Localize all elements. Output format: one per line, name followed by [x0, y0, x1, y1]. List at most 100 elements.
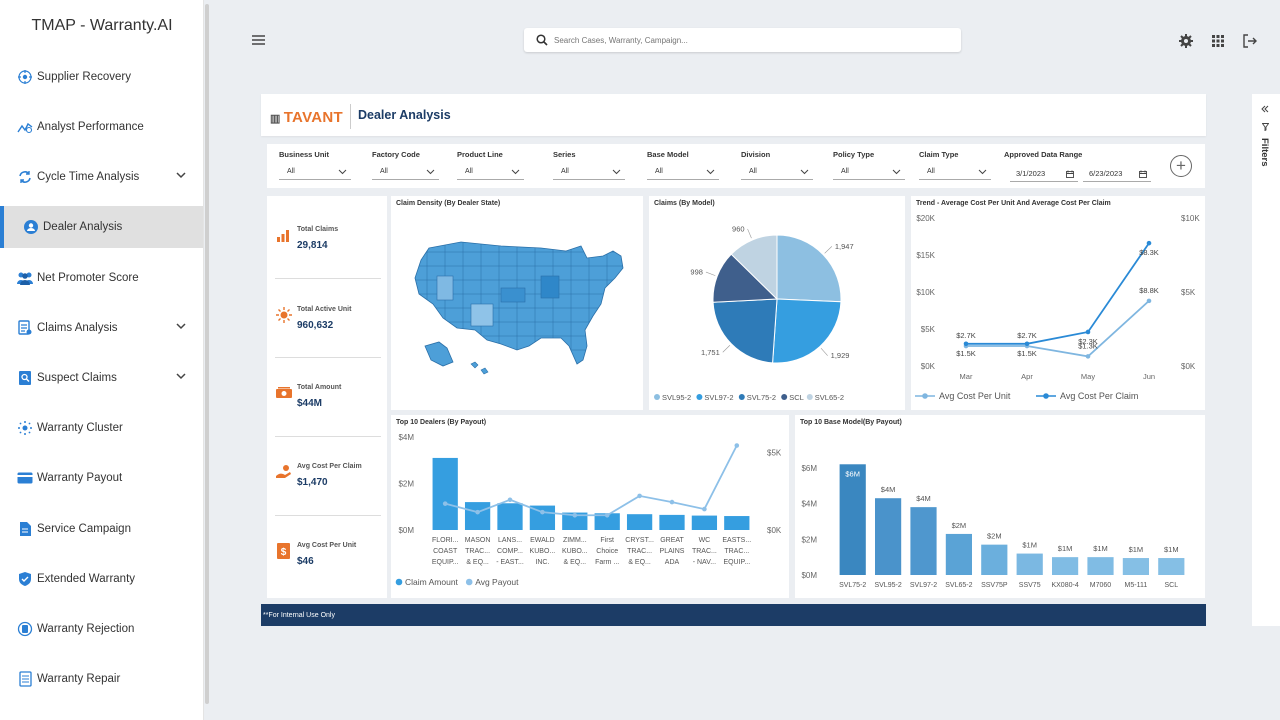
x-tick-label: & EQ... — [628, 559, 651, 566]
x-tick-label: INC. — [535, 559, 549, 566]
calendar-icon — [1139, 170, 1147, 178]
logout-icon[interactable] — [1242, 33, 1258, 49]
filter-product-line[interactable]: Product Line All — [457, 150, 524, 180]
sidebar-item-claims-analysis[interactable]: Claims Analysis — [0, 307, 203, 349]
sidebar-item-label: Service Campaign — [37, 523, 131, 535]
dealers-combo-chart[interactable]: $4M $2M $0M $5K $0K FLORI... COAST EQUIP... MASO… — [391, 415, 789, 598]
repair-doc-icon — [16, 670, 34, 688]
sidebar-item-warranty-payout[interactable]: Warranty Payout — [0, 457, 203, 499]
chevron-down-icon — [978, 169, 987, 174]
x-tick-label: - EAST... — [496, 559, 524, 566]
sidebar-item-extended-warranty[interactable]: Extended Warranty — [0, 558, 203, 600]
sidebar-item-label: Analyst Performance — [37, 121, 144, 133]
claims-pie-chart[interactable]: 1,947 1,929 1,751 998 960 SVL95-2 SVL97-2 SVL75… — [649, 196, 905, 410]
filter-claim-type[interactable]: Claim Type All — [919, 150, 991, 180]
x-tick-label: CRYST... — [625, 537, 654, 544]
chevron-down-icon[interactable] — [175, 169, 187, 181]
x-tick-label: TRAC... — [692, 548, 717, 555]
legend-label: SVL65-2 — [815, 393, 844, 402]
sidebar-item-analyst-performance[interactable]: Analyst Performance — [0, 106, 203, 148]
data-label: $1M — [1022, 541, 1037, 550]
trend-line-chart[interactable]: $20K $15K $10K $5K $0K $10K $5K $0K Mar Apr May Jun… — [911, 196, 1205, 410]
search-bar[interactable] — [524, 28, 961, 52]
sidebar-item-label: Cycle Time Analysis — [37, 171, 140, 183]
sidebar-item-cycle-time-analysis[interactable]: Cycle Time Analysis — [0, 156, 203, 198]
filters-pane[interactable]: Filters — [1252, 94, 1280, 626]
chevron-down-icon[interactable] — [175, 320, 187, 332]
bar — [875, 498, 902, 575]
report-canvas: ▥ TAVANT Dealer Analysis Business Unit All… — [261, 94, 1206, 626]
chevron-down-icon — [706, 169, 715, 174]
x-tick-label: LANS... — [498, 537, 522, 544]
bar — [1016, 553, 1043, 575]
us-choropleth-map[interactable] — [391, 196, 643, 410]
sidebar-item-supplier-recovery[interactable]: Supplier Recovery — [0, 56, 203, 98]
sidebar-item-service-campaign[interactable]: Service Campaign — [0, 508, 203, 550]
date-from-input[interactable]: 3/1/2023 — [1010, 166, 1078, 182]
x-tick-label: KX080-4 — [1051, 582, 1078, 589]
filter-factory-code[interactable]: Factory Code All — [372, 150, 439, 180]
pie-data-label: 960 — [732, 224, 745, 233]
sidebar-item-dealer-analysis[interactable]: Dealer Analysis — [0, 206, 203, 248]
document-dollar-icon: $ — [277, 543, 290, 559]
legend-label: Avg Cost Per Claim — [1060, 391, 1138, 401]
filter-policy-type[interactable]: Policy Type All — [833, 150, 905, 180]
y-tick-label-right: $5K — [1181, 288, 1196, 297]
filter-division[interactable]: Division All — [741, 150, 813, 180]
bar — [1052, 557, 1079, 575]
sidebar-item-label: Net Promoter Score — [37, 272, 139, 284]
filters-pane-label: Filters — [1259, 138, 1270, 167]
filter-base-model[interactable]: Base Model All — [647, 150, 719, 180]
sidebar-item-warranty-cluster[interactable]: Warranty Cluster — [0, 407, 203, 449]
settings-gear-icon[interactable] — [1178, 33, 1194, 49]
bar — [1087, 557, 1114, 575]
sidebar-item-suspect-claims[interactable]: Suspect Claims — [0, 357, 203, 399]
dealer-icon — [22, 218, 40, 236]
y-tick-label-left: $2M — [398, 480, 414, 489]
legend-marker — [395, 578, 403, 586]
collapse-chevrons-icon[interactable] — [1261, 105, 1269, 113]
sidebar-item-label: Claims Analysis — [37, 322, 118, 334]
filter-business-unit[interactable]: Business Unit All — [279, 150, 351, 180]
sidebar-item-warranty-rejection[interactable]: Warranty Rejection — [0, 608, 203, 650]
add-filter-button[interactable]: + — [1170, 155, 1192, 177]
date-to-input[interactable]: 6/23/2023 — [1083, 166, 1151, 182]
series-point — [669, 499, 675, 505]
sidebar-scrollbar[interactable] — [205, 4, 209, 704]
data-label: $1M — [1058, 544, 1073, 553]
bar-chart-icon — [277, 230, 289, 242]
sidebar-item-label: Dealer Analysis — [43, 221, 123, 233]
bar — [659, 514, 685, 530]
bar — [594, 513, 620, 530]
legend-marker — [696, 394, 703, 400]
bar — [464, 502, 491, 530]
x-tick-label: KUBO... — [562, 548, 588, 555]
dropdown: All — [919, 164, 991, 180]
x-tick-label: & EQ... — [466, 559, 489, 566]
data-label: $4M — [881, 485, 896, 494]
x-tick-label: EQUIP... — [432, 559, 459, 566]
sidebar-item-warranty-repair[interactable]: Warranty Repair — [0, 658, 203, 700]
sidebar-item-net-promoter-score[interactable]: Net Promoter Score — [0, 257, 203, 299]
bar — [562, 512, 588, 530]
y-tick-label-left: $5K — [921, 325, 936, 334]
models-bar-chart[interactable]: $6M $4M $2M $0M $6M SVL75-2 $4M SVL95-2 $4M SVL97… — [795, 415, 1205, 598]
pie-leader-line — [705, 271, 716, 276]
bar — [724, 516, 750, 530]
x-tick-label: - NAV... — [693, 559, 716, 566]
search-input[interactable] — [554, 35, 934, 45]
chevron-down-icon[interactable] — [175, 370, 187, 382]
x-tick-label: SVL75-2 — [839, 582, 866, 589]
apps-grid-icon[interactable] — [1210, 33, 1226, 49]
search-icon — [536, 34, 548, 46]
x-tick-label: SSV75P — [981, 582, 1008, 589]
app-title: TMAP - Warranty.AI — [31, 17, 173, 34]
pie-data-label: 998 — [690, 268, 703, 277]
series-point — [1085, 354, 1091, 359]
hamburger-menu-icon[interactable] — [251, 33, 267, 47]
series-point — [540, 509, 545, 515]
filter-series[interactable]: Series All — [553, 150, 625, 180]
data-label: $1.5K — [956, 349, 976, 358]
state-highlight — [540, 275, 560, 299]
bar — [1158, 558, 1185, 575]
